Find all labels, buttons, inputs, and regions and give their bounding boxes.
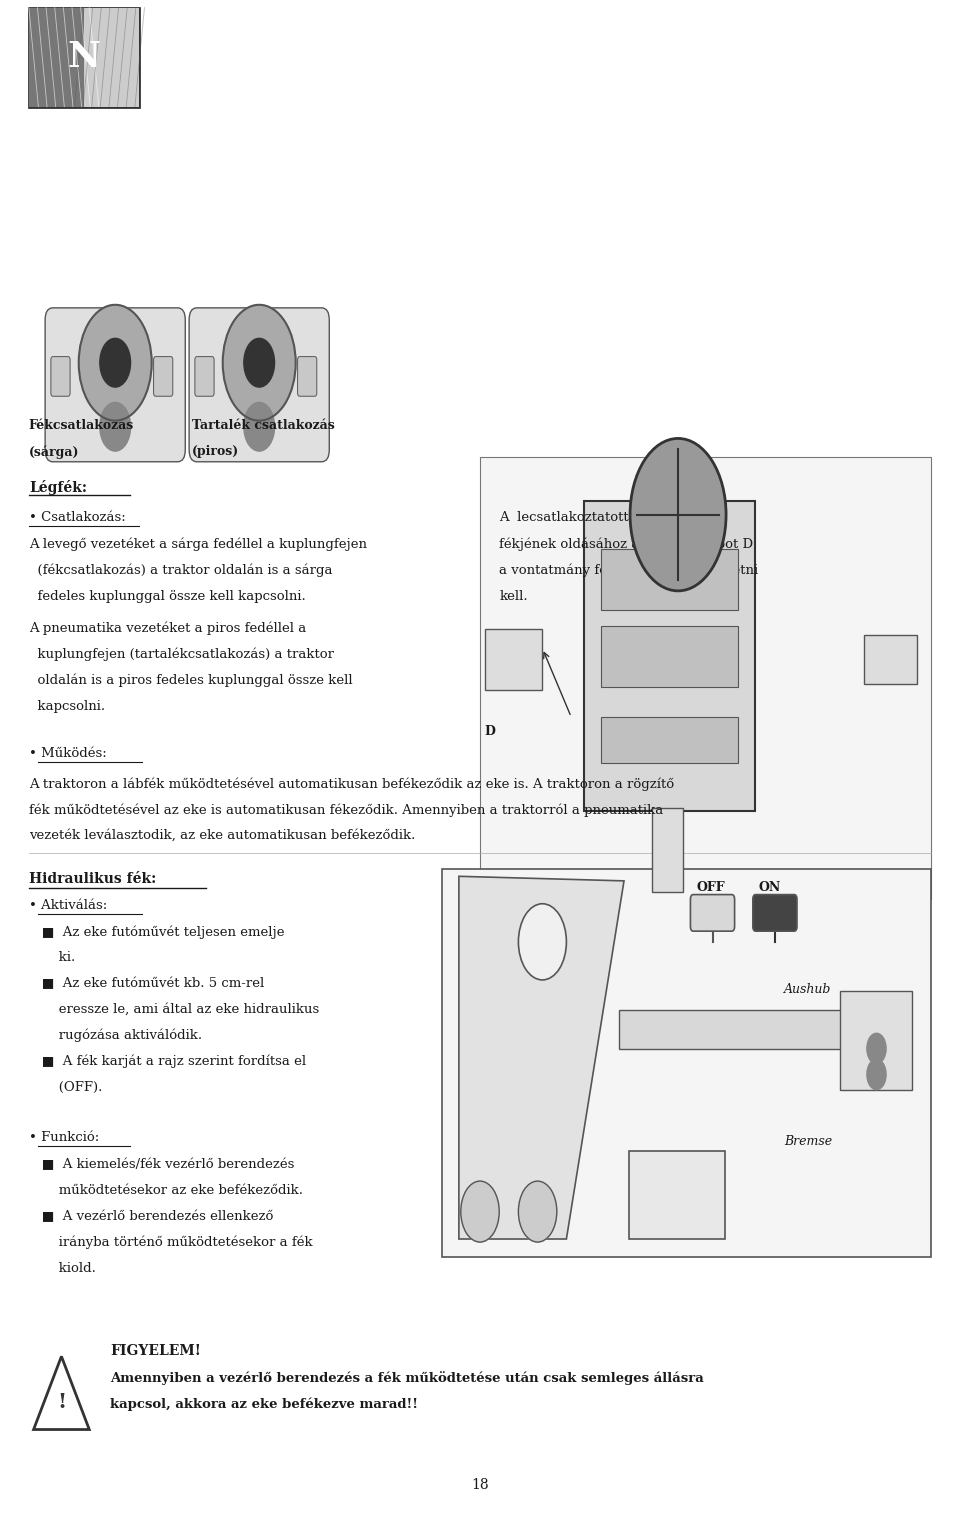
Text: Tartalék csatlakozás: Tartalék csatlakozás bbox=[192, 419, 335, 433]
Text: működtetésekor az eke befékeződik.: működtetésekor az eke befékeződik. bbox=[29, 1184, 302, 1198]
Text: Fékcsatlakozás: Fékcsatlakozás bbox=[29, 419, 134, 433]
Text: A traktoron a lábfék működtetésével automatikusan befékeződik az eke is. A trakt: A traktoron a lábfék működtetésével auto… bbox=[29, 777, 674, 791]
Text: kell.: kell. bbox=[499, 590, 528, 604]
FancyBboxPatch shape bbox=[652, 808, 683, 892]
Circle shape bbox=[244, 402, 275, 451]
Text: • Csatlakozás:: • Csatlakozás: bbox=[29, 511, 126, 524]
Circle shape bbox=[867, 1059, 886, 1090]
FancyBboxPatch shape bbox=[601, 718, 738, 764]
FancyBboxPatch shape bbox=[619, 1010, 864, 1049]
FancyBboxPatch shape bbox=[753, 895, 797, 931]
FancyBboxPatch shape bbox=[45, 308, 185, 462]
Circle shape bbox=[244, 338, 275, 387]
FancyBboxPatch shape bbox=[601, 626, 738, 687]
FancyBboxPatch shape bbox=[601, 550, 738, 611]
Polygon shape bbox=[459, 876, 624, 1239]
FancyBboxPatch shape bbox=[442, 869, 931, 1257]
FancyBboxPatch shape bbox=[51, 357, 70, 396]
Text: kuplungfejen (tartalékcsatlakozás) a traktor: kuplungfejen (tartalékcsatlakozás) a tra… bbox=[29, 648, 334, 661]
Circle shape bbox=[100, 402, 131, 451]
Text: Légfék:: Légfék: bbox=[29, 480, 86, 495]
Text: OFF: OFF bbox=[696, 881, 725, 895]
FancyBboxPatch shape bbox=[864, 636, 917, 684]
Text: Bremse: Bremse bbox=[784, 1135, 832, 1149]
FancyBboxPatch shape bbox=[154, 357, 173, 396]
FancyBboxPatch shape bbox=[480, 457, 931, 899]
Circle shape bbox=[223, 305, 296, 421]
Text: Aushub: Aushub bbox=[784, 983, 831, 997]
Text: ki.: ki. bbox=[29, 951, 75, 965]
Text: ■  A fék karját a rajz szerint fordítsa el: ■ A fék karját a rajz szerint fordítsa e… bbox=[29, 1055, 306, 1068]
Text: irányba történő működtetésekor a fék: irányba történő működtetésekor a fék bbox=[29, 1236, 312, 1250]
Text: a vontatmány fék szelepen működtetni: a vontatmány fék szelepen működtetni bbox=[499, 564, 758, 578]
Text: ■  Az eke futóművét teljesen emelje: ■ Az eke futóművét teljesen emelje bbox=[29, 925, 284, 939]
Polygon shape bbox=[34, 1356, 89, 1430]
Text: rugózása aktiválódik.: rugózása aktiválódik. bbox=[29, 1029, 202, 1042]
Text: eressze le, ami által az eke hidraulikus: eressze le, ami által az eke hidraulikus bbox=[29, 1003, 319, 1017]
FancyBboxPatch shape bbox=[29, 8, 139, 107]
Circle shape bbox=[630, 439, 726, 591]
FancyBboxPatch shape bbox=[195, 357, 214, 396]
Polygon shape bbox=[84, 8, 139, 107]
FancyBboxPatch shape bbox=[298, 357, 317, 396]
Text: ■  A vezérlő berendezés ellenkező: ■ A vezérlő berendezés ellenkező bbox=[29, 1210, 274, 1224]
Text: • Aktiválás:: • Aktiválás: bbox=[29, 899, 108, 913]
Text: vezeték leválasztodik, az eke automatikusan befékeződik.: vezeték leválasztodik, az eke automatiku… bbox=[29, 829, 415, 843]
Text: fedeles kuplunggal össze kell kapcsolni.: fedeles kuplunggal össze kell kapcsolni. bbox=[29, 590, 305, 604]
FancyBboxPatch shape bbox=[840, 991, 912, 1090]
FancyBboxPatch shape bbox=[584, 501, 756, 811]
Text: • Működés:: • Működés: bbox=[29, 747, 107, 760]
Text: ■  Az eke futóművét kb. 5 cm-rel: ■ Az eke futóművét kb. 5 cm-rel bbox=[29, 977, 264, 991]
Text: Amennyiben a vezérlő berendezés a fék működtetése után csak semleges állásra: Amennyiben a vezérlő berendezés a fék mű… bbox=[110, 1372, 704, 1385]
Polygon shape bbox=[29, 8, 84, 107]
Text: kapcsolni.: kapcsolni. bbox=[29, 700, 105, 713]
Text: A pneumatika vezetéket a piros fedéllel a: A pneumatika vezetéket a piros fedéllel … bbox=[29, 622, 306, 636]
Text: A levegő vezetéket a sárga fedéllel a kuplungfejen: A levegő vezetéket a sárga fedéllel a ku… bbox=[29, 538, 367, 552]
Text: N: N bbox=[67, 40, 101, 75]
Text: Hidraulikus fék:: Hidraulikus fék: bbox=[29, 872, 156, 885]
Text: A  lecsatlakoztatott  berendezés: A lecsatlakoztatott berendezés bbox=[499, 511, 714, 524]
Circle shape bbox=[100, 338, 131, 387]
Text: fékjének oldásához a nyomógombot D: fékjének oldásához a nyomógombot D bbox=[499, 538, 754, 552]
Text: D: D bbox=[485, 725, 495, 738]
Text: kiold.: kiold. bbox=[29, 1262, 96, 1276]
Text: oldalán is a piros fedeles kuplunggal össze kell: oldalán is a piros fedeles kuplunggal ös… bbox=[29, 674, 352, 687]
Circle shape bbox=[518, 904, 566, 980]
FancyBboxPatch shape bbox=[485, 629, 542, 690]
Text: (piros): (piros) bbox=[192, 445, 239, 459]
Text: !: ! bbox=[57, 1391, 66, 1413]
Text: (fékcsatlakozás) a traktor oldalán is a sárga: (fékcsatlakozás) a traktor oldalán is a … bbox=[29, 564, 332, 578]
FancyBboxPatch shape bbox=[690, 895, 734, 931]
Text: ON: ON bbox=[758, 881, 780, 895]
Text: kapcsol, akkora az eke befékezve marad!!: kapcsol, akkora az eke befékezve marad!! bbox=[110, 1398, 419, 1411]
Circle shape bbox=[461, 1181, 499, 1242]
Text: fék működtetésével az eke is automatikusan fékeződik. Amennyiben a traktorról a : fék működtetésével az eke is automatikus… bbox=[29, 803, 663, 817]
Circle shape bbox=[79, 305, 152, 421]
Circle shape bbox=[518, 1181, 557, 1242]
FancyBboxPatch shape bbox=[629, 1151, 725, 1239]
Text: • Funkció:: • Funkció: bbox=[29, 1131, 99, 1145]
Text: (OFF).: (OFF). bbox=[29, 1081, 102, 1094]
Text: (sárga): (sárga) bbox=[29, 445, 80, 459]
Text: 18: 18 bbox=[471, 1478, 489, 1492]
FancyBboxPatch shape bbox=[189, 308, 329, 462]
Circle shape bbox=[867, 1033, 886, 1064]
Text: ■  A kiemelés/fék vezérlő berendezés: ■ A kiemelés/fék vezérlő berendezés bbox=[29, 1158, 294, 1172]
Text: FIGYELEM!: FIGYELEM! bbox=[110, 1344, 202, 1358]
